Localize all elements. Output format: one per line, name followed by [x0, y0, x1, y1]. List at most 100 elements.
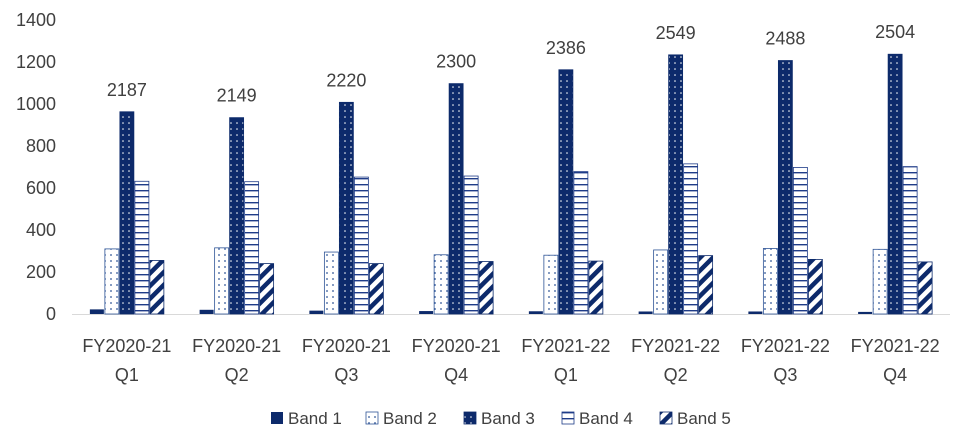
legend-label: Band 1	[288, 409, 342, 428]
bars-layer	[89, 53, 933, 315]
bar-band-5	[478, 261, 494, 315]
x-tick-label-quarter: Q3	[334, 365, 358, 385]
x-tick-label-year: FY2021-22	[521, 336, 610, 356]
bar-band-1	[748, 311, 763, 314]
bar-band-3	[558, 69, 574, 315]
total-data-label: 2300	[436, 52, 476, 72]
bar-band-3	[448, 83, 464, 315]
legend-item-band-3: Band 3	[463, 409, 535, 428]
bar-band-1	[858, 311, 873, 314]
bar-band-3	[338, 101, 354, 315]
bar-band-3	[887, 53, 903, 315]
legend-swatch	[365, 411, 379, 425]
total-data-label: 2220	[326, 70, 366, 90]
category-group	[199, 117, 275, 315]
legend-swatch	[271, 412, 283, 424]
category-group	[419, 83, 494, 315]
category-group	[638, 54, 714, 315]
bar-band-2	[653, 249, 669, 315]
legend: Band 1 Band 2 Band 3 Band 4 Band 5	[271, 409, 731, 428]
bar-band-5	[368, 263, 384, 315]
y-tick-label: 1000	[16, 94, 56, 114]
bar-band-2	[872, 248, 888, 315]
x-tick-label-year: FY2020-21	[192, 336, 281, 356]
bar-band-5	[259, 263, 275, 315]
bar-band-5	[917, 261, 933, 315]
x-tick-label-year: FY2021-22	[631, 336, 720, 356]
bar-band-5	[588, 260, 604, 315]
bar-band-1	[89, 309, 104, 314]
bar-band-4	[683, 163, 699, 315]
bar-band-5	[149, 260, 165, 315]
legend-swatch	[463, 411, 477, 425]
bar-band-4	[792, 167, 808, 315]
bar-band-1	[528, 311, 543, 314]
bar-band-1	[309, 310, 324, 314]
x-tick-label-year: FY2020-21	[302, 336, 391, 356]
bar-band-1	[638, 311, 653, 314]
total-data-label: 2549	[656, 23, 696, 43]
bar-band-5	[807, 258, 823, 315]
y-tick-label: 1400	[16, 10, 56, 30]
bar-band-1	[419, 311, 434, 314]
legend-label: Band 3	[481, 409, 535, 428]
labels-layer: 2187 FY2020-21 Q1 2149 FY2020-21 Q2 2220 FY2020…	[82, 22, 939, 385]
x-tick-label-quarter: Q2	[664, 365, 688, 385]
y-tick-label: 600	[26, 178, 56, 198]
bar-band-4	[353, 176, 369, 315]
legend-item-band-1: Band 1	[271, 409, 342, 428]
total-data-label: 2386	[546, 38, 586, 58]
bar-band-3	[229, 117, 245, 315]
legend-item-band-4: Band 4	[561, 409, 633, 428]
x-tick-label-year: FY2021-22	[851, 336, 940, 356]
total-data-label: 2149	[217, 86, 257, 106]
category-group	[748, 60, 823, 315]
bar-band-2	[433, 254, 449, 315]
bar-band-5	[698, 255, 714, 315]
x-tick-label-quarter: Q4	[444, 365, 468, 385]
x-tick-label-year: FY2020-21	[82, 336, 171, 356]
x-tick-label-quarter: Q1	[115, 365, 139, 385]
bar-band-3	[777, 60, 793, 315]
legend-label: Band 2	[383, 409, 437, 428]
bar-band-2	[543, 254, 559, 315]
y-tick-label: 200	[26, 262, 56, 282]
bar-band-2	[323, 251, 339, 315]
bar-band-4	[573, 171, 589, 315]
bar-band-3	[668, 54, 684, 315]
x-tick-label-year: FY2021-22	[741, 336, 830, 356]
y-tick-label: 400	[26, 220, 56, 240]
bar-band-4	[463, 175, 479, 315]
legend-swatch	[659, 411, 673, 425]
x-tick-label-quarter: Q3	[773, 365, 797, 385]
category-group	[89, 111, 165, 315]
bar-band-4	[134, 180, 150, 315]
legend-item-band-2: Band 2	[365, 409, 437, 428]
y-tick-label: 800	[26, 136, 56, 156]
category-group	[528, 69, 604, 315]
bar-band-2	[214, 247, 230, 315]
x-tick-label-year: FY2020-21	[412, 336, 501, 356]
legend-item-band-5: Band 5	[659, 409, 731, 428]
legend-label: Band 5	[677, 409, 731, 428]
bar-band-4	[244, 181, 260, 315]
legend-label: Band 4	[579, 409, 633, 428]
bar-band-2	[104, 248, 120, 315]
total-data-label: 2504	[875, 22, 915, 42]
bar-band-4	[902, 166, 918, 315]
category-group	[309, 101, 384, 315]
bar-band-2	[762, 248, 778, 315]
legend-swatch	[561, 411, 575, 425]
total-data-label: 2187	[107, 80, 147, 100]
x-tick-label-quarter: Q1	[554, 365, 578, 385]
x-tick-label-quarter: Q4	[883, 365, 907, 385]
category-group	[858, 53, 933, 315]
y-tick-label: 0	[46, 304, 56, 324]
total-data-label: 2488	[765, 29, 805, 49]
bar-band-3	[119, 111, 135, 315]
x-tick-label-quarter: Q2	[225, 365, 249, 385]
y-tick-label: 1200	[16, 52, 56, 72]
bar-band-1	[199, 309, 214, 314]
